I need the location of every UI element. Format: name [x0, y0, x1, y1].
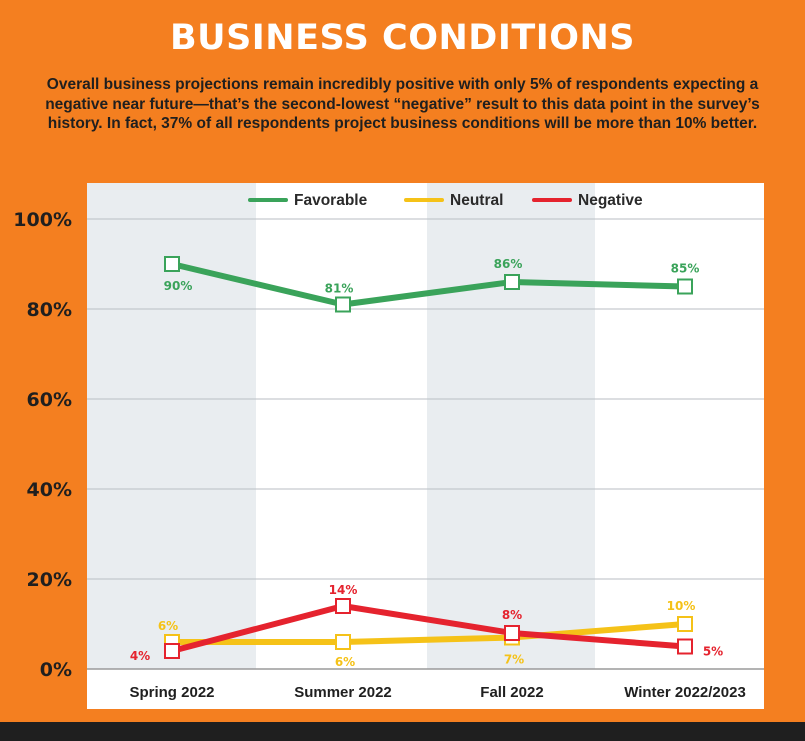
- legend-label: Favorable: [294, 192, 368, 209]
- series-line: [169, 261, 688, 308]
- chart-series: 6% 6% 7% 10% 4% 14% 8% 5% 90% 81% 86% 85%: [130, 256, 723, 669]
- legend-label: Neutral: [450, 192, 503, 209]
- data-label: 6%: [335, 655, 355, 669]
- data-point-marker: [504, 274, 520, 290]
- category-band: [87, 183, 256, 669]
- data-label: 8%: [502, 608, 522, 622]
- category-band: [427, 183, 595, 669]
- category-bands: [87, 183, 595, 669]
- data-label: 14%: [329, 583, 358, 597]
- x-axis-ticks: Spring 2022 Summer 2022 Fall 2022 Winter 20…: [129, 684, 745, 701]
- page-subtitle: Overall business projections remain incr…: [45, 76, 760, 132]
- data-label: 4%: [130, 649, 150, 663]
- y-tick-label: 0%: [40, 659, 72, 681]
- y-tick-label: 60%: [27, 389, 72, 411]
- series-line: [169, 621, 688, 645]
- data-point-marker: [677, 616, 693, 632]
- series-favorable: 90% 81% 86% 85%: [164, 256, 700, 313]
- series-negative: 4% 14% 8% 5%: [130, 583, 723, 663]
- data-point-marker: [335, 634, 351, 650]
- data-point-marker: [164, 256, 180, 272]
- data-label: 7%: [504, 653, 524, 667]
- data-label: 10%: [667, 599, 696, 613]
- data-point-marker: [504, 625, 520, 641]
- data-point-marker: [335, 296, 351, 313]
- data-point-marker: [164, 643, 180, 659]
- y-tick-label: 40%: [27, 479, 72, 501]
- x-tick-label: Winter 2022/2023: [624, 684, 746, 701]
- chart-legend: Favorable Neutral Negative: [248, 192, 643, 209]
- gridlines: [87, 218, 764, 670]
- bottom-bar: [0, 722, 805, 741]
- data-label: 81%: [325, 282, 354, 296]
- data-label: 85%: [671, 262, 700, 276]
- data-point-marker: [677, 278, 693, 295]
- x-tick-label: Summer 2022: [294, 684, 392, 701]
- page-title: BUSINESS CONDITIONS: [169, 18, 635, 58]
- x-tick-label: Spring 2022: [129, 684, 214, 701]
- data-label: 5%: [703, 645, 723, 659]
- series-line: [169, 603, 688, 654]
- data-point-marker: [335, 598, 351, 614]
- y-tick-label: 100%: [13, 209, 72, 231]
- data-label: 6%: [158, 619, 178, 633]
- data-label: 86%: [494, 257, 523, 271]
- y-tick-label: 20%: [27, 569, 72, 591]
- data-point-marker: [677, 638, 693, 655]
- x-tick-label: Fall 2022: [480, 684, 543, 701]
- legend-label: Negative: [578, 192, 643, 209]
- data-label: 90%: [164, 279, 193, 293]
- y-tick-label: 80%: [27, 299, 72, 321]
- y-axis-ticks: 100% 80% 60% 40% 20% 0%: [13, 209, 72, 681]
